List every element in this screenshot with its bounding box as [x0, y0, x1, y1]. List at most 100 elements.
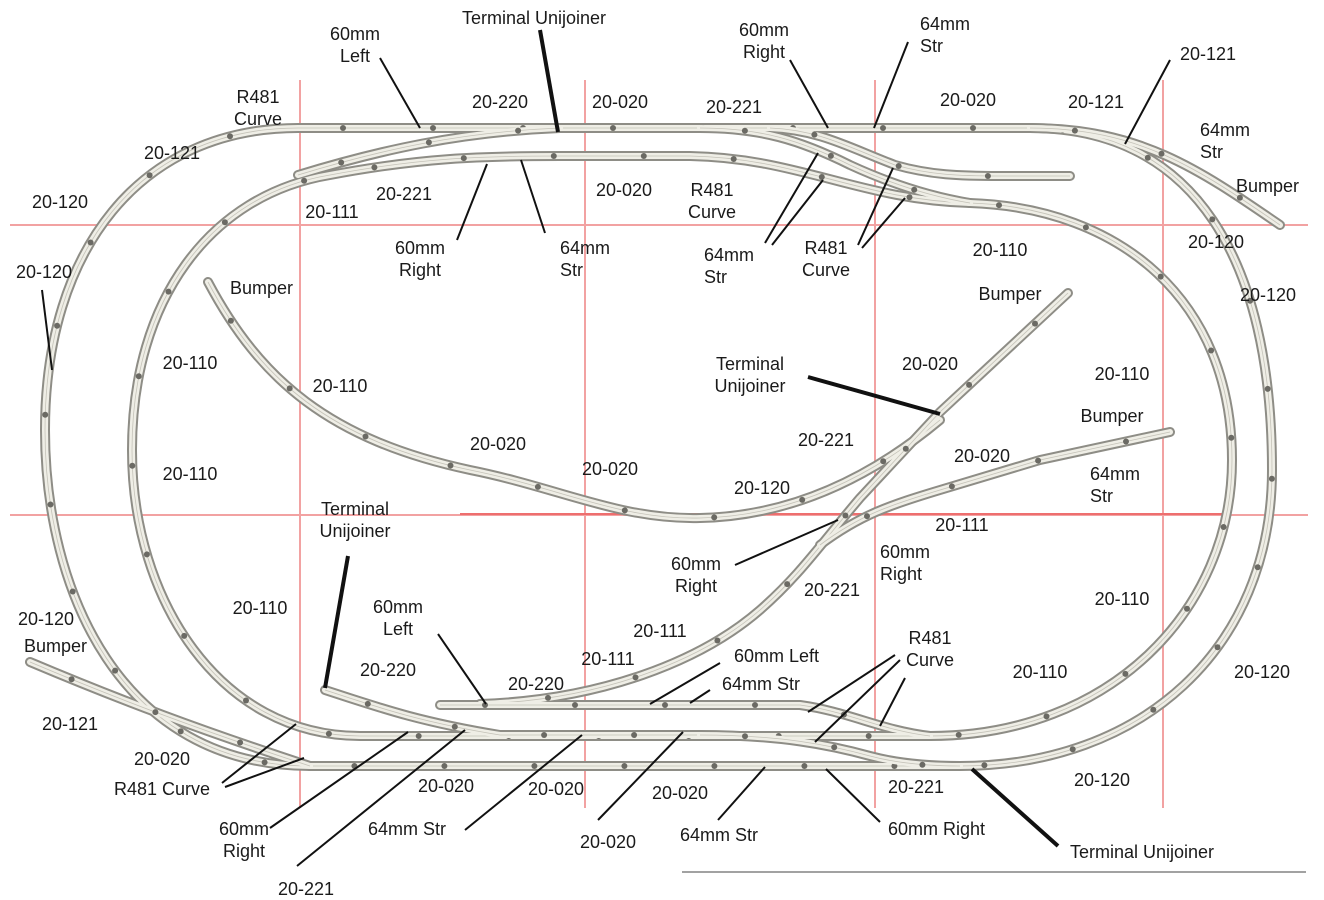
rail-joiner: [550, 153, 557, 159]
rail-joiner: [54, 322, 61, 329]
rail-joiner: [364, 700, 371, 707]
rail-joiner: [880, 125, 886, 131]
label-20-221-mid-low: 20-221: [804, 580, 860, 600]
rail-joiner: [621, 507, 628, 514]
label-20-020-bottom-2: 20-020: [528, 779, 584, 799]
label-20-020-left-siding-1: 20-020: [470, 434, 526, 454]
label-line: Str: [1200, 142, 1223, 162]
label-line: 20-111: [935, 515, 988, 535]
label-line: 20-120: [16, 262, 72, 282]
label-line: 60mm: [671, 554, 721, 574]
rail-joiner: [87, 239, 94, 246]
rail-joiner: [865, 733, 872, 739]
label-line: Right: [743, 42, 785, 62]
label-20-020-inner-top: 20-020: [596, 180, 652, 200]
rail-joiner: [741, 127, 748, 134]
rail-joiner: [227, 317, 234, 324]
track-siding-bumper-top-centre: [1029, 127, 1281, 226]
rail-joiner: [955, 731, 962, 738]
label-64mm-str-right-siding: 64mm Str: [1090, 464, 1140, 506]
rail-joiner: [221, 219, 228, 226]
label-20-221-inner-top: 20-221: [376, 184, 432, 204]
rail-joiner: [69, 588, 76, 595]
label-20-110-right-low: 20-110: [1095, 589, 1150, 609]
track-siding-diagonal-centre: [479, 292, 1069, 705]
label-20-110-left-inner-2: 20-110: [163, 464, 218, 484]
rail-joiner: [742, 733, 748, 740]
label-line: Curve: [688, 202, 736, 222]
label-line: Bumper: [1236, 176, 1299, 196]
label-20-120-bottom-right: 20-120: [1234, 662, 1290, 682]
label-line: 64mm Str: [680, 825, 758, 845]
rail-joiner: [842, 512, 849, 519]
label-line: 20-020: [652, 783, 708, 803]
rail-joiner: [1150, 706, 1157, 713]
track-siding-left-inner-fill: [205, 279, 943, 522]
label-line: Right: [880, 564, 922, 584]
label-20-110-left-inner: 20-110: [163, 353, 218, 373]
label-line: 20-110: [1095, 589, 1150, 609]
rail-joiner: [827, 152, 834, 159]
label-20-120-right-top-1: 20-120: [1188, 232, 1244, 252]
label-line: 64mm: [560, 238, 610, 258]
label-terminal-unijoiner-top: Terminal Unijoiner: [462, 8, 606, 28]
rail-joiner: [1247, 297, 1254, 304]
rail-joiner: [948, 483, 955, 490]
rail-joiner: [970, 125, 976, 131]
rail-joiner: [902, 445, 909, 452]
label-line: 20-110: [1013, 662, 1068, 682]
label-line: Bumper: [978, 284, 1041, 304]
label-line: 20-221: [278, 879, 334, 899]
rail-joiner: [1069, 746, 1076, 753]
label-line: Terminal Unijoiner: [462, 8, 606, 28]
rail-joiner: [1123, 438, 1129, 445]
label-line: 20-110: [233, 598, 288, 618]
rail-joiner: [301, 177, 308, 184]
label-terminal-unijoiner-mid: Terminal Unijoiner: [714, 354, 785, 396]
rail-joiner: [752, 702, 758, 708]
label-20-121-top-right: 20-121: [1180, 44, 1236, 64]
rail-joiner: [919, 761, 926, 768]
rail-joiner: [68, 676, 75, 683]
label-line: Str: [920, 36, 943, 56]
label-20-121-bottom-left: 20-121: [42, 714, 98, 734]
label-line: 20-120: [32, 192, 88, 212]
rail-joiner: [966, 381, 973, 388]
rail-joiner: [1236, 194, 1243, 201]
label-64mm-str-bottom-2: 64mm Str: [368, 819, 446, 839]
label-line: 20-121: [1068, 92, 1124, 112]
label-20-220-bottom-1: 20-220: [360, 660, 416, 680]
rail-joiner: [631, 732, 638, 738]
rail-joiner: [1082, 224, 1089, 231]
label-20-221-bottom: 20-221: [888, 777, 944, 797]
label-r481-curve-top-left: R481 Curve: [234, 87, 282, 129]
label-line: 20-110: [1095, 364, 1150, 384]
rail-joiner: [572, 702, 578, 708]
rail-joiner: [632, 674, 639, 681]
label-20-110-bottom-right: 20-110: [1013, 662, 1068, 682]
rail-joiner: [662, 702, 668, 708]
rail-joiner: [135, 373, 142, 380]
label-line: R481: [804, 238, 847, 258]
label-bumper-diagonal: Bumper: [978, 284, 1041, 304]
label-line: 20-020: [902, 354, 958, 374]
track-layout: [25, 123, 1285, 771]
rail-joiner: [784, 581, 791, 588]
label-60mm-left-bottom-2: 60mm Left: [734, 646, 819, 666]
rail-joiner: [801, 763, 808, 769]
track-siding-top-right-centre: [769, 127, 1070, 177]
rail-joiner: [112, 667, 119, 674]
rail-joiner: [545, 694, 551, 701]
label-line: 60mm: [373, 597, 423, 617]
label-line: 20-220: [472, 92, 528, 112]
label-64mm-str-top: 64mm Str: [920, 14, 970, 56]
label-20-110-left-siding: 20-110: [313, 376, 368, 396]
label-line: 20-121: [42, 714, 98, 734]
label-20-111-mid-right: 20-111: [935, 515, 988, 535]
label-line: 20-111: [305, 202, 358, 222]
rail-joiner: [371, 164, 378, 171]
rail-joiner: [531, 763, 538, 769]
label-line: Bumper: [230, 278, 293, 298]
rail-joiner: [286, 385, 293, 392]
label-line: 20-110: [163, 353, 218, 373]
